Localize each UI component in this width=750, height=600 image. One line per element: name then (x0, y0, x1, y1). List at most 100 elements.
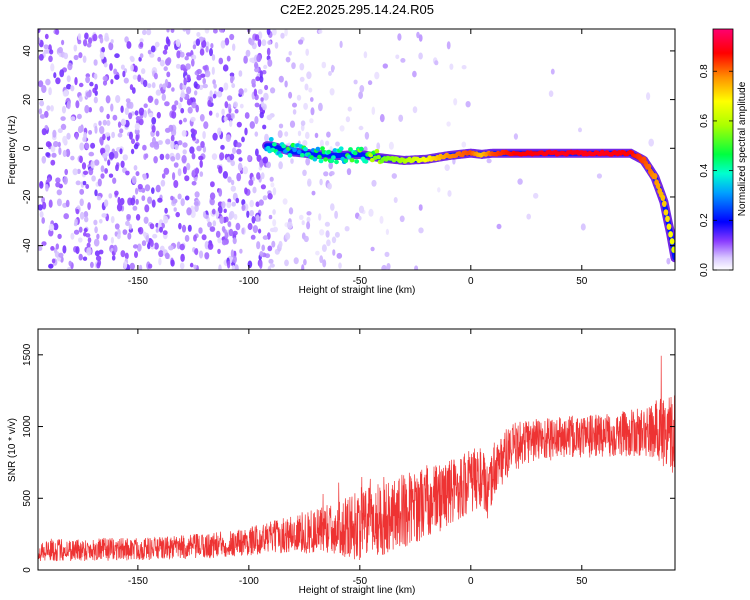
noise-blob (96, 233, 100, 240)
noise-blob (223, 116, 228, 122)
noise-blob (193, 264, 197, 270)
noise-blob (298, 39, 304, 45)
noise-blob (53, 141, 59, 148)
noise-blob (272, 209, 276, 215)
noise-blob (86, 43, 92, 48)
noise-blob (66, 75, 71, 83)
noise-blob (344, 226, 350, 232)
noise-blob (212, 132, 218, 141)
noise-blob (42, 201, 47, 210)
noise-blob (67, 62, 73, 71)
noise-blob (376, 142, 381, 150)
noise-blob (83, 132, 87, 140)
noise-blob (195, 38, 201, 46)
ridge-point (354, 159, 360, 164)
noise-blob (130, 64, 134, 72)
noise-blob (308, 87, 313, 93)
noise-blob (106, 120, 111, 126)
noise-blob (85, 91, 92, 98)
noise-blob (418, 52, 423, 60)
noise-blob (388, 141, 394, 150)
noise-blob (359, 85, 365, 93)
noise-blob (399, 215, 405, 223)
noise-blob (101, 46, 105, 53)
x-tick-label: 50 (576, 576, 588, 587)
noise-blob (226, 95, 233, 101)
noise-blob (116, 203, 123, 212)
noise-blob (94, 125, 98, 134)
noise-blob (92, 33, 98, 42)
ridge-point (338, 146, 344, 151)
noise-blob (55, 243, 59, 250)
noise-blob (73, 54, 79, 61)
noise-blob (305, 48, 310, 56)
noise-blob (72, 168, 78, 176)
noise-blob (190, 210, 196, 219)
noise-blob (90, 160, 95, 169)
noise-blob (303, 102, 308, 110)
noise-blob (126, 214, 131, 220)
noise-blob (99, 219, 103, 224)
noise-blob (230, 160, 235, 167)
noise-blob (292, 109, 297, 115)
noise-blob (63, 52, 69, 60)
noise-blob (278, 123, 284, 129)
noise-blob (88, 37, 93, 45)
noise-blob (104, 132, 111, 137)
noise-blob (183, 117, 187, 123)
noise-blob (202, 65, 208, 71)
noise-blob (256, 54, 262, 63)
noise-blob (170, 141, 175, 150)
y-tick-label: -20 (22, 189, 33, 204)
noise-blob (119, 148, 123, 155)
noise-blob (222, 64, 229, 72)
noise-blob (135, 198, 139, 205)
noise-blob (247, 222, 253, 231)
noise-blob (260, 172, 265, 180)
noise-blob (234, 108, 239, 114)
noise-blob (137, 183, 143, 190)
noise-blob (99, 36, 104, 44)
noise-blob (385, 228, 389, 235)
noise-blob (93, 96, 98, 104)
noise-blob (232, 147, 237, 154)
noise-blob (218, 29, 225, 33)
noise-blob (151, 82, 156, 89)
noise-blob (162, 49, 168, 55)
noise-blob (180, 198, 185, 207)
noise-blob (162, 230, 168, 236)
noise-blob (39, 100, 45, 107)
noise-blob (45, 141, 52, 148)
noise-blob (285, 56, 291, 63)
noise-blob (77, 39, 82, 45)
noise-blob (107, 159, 111, 166)
ridge-point (669, 238, 675, 245)
noise-blob (398, 114, 404, 123)
noise-blob (38, 204, 43, 211)
noise-blob (152, 233, 158, 239)
noise-blob (374, 71, 380, 80)
noise-blob (191, 54, 197, 60)
noise-blob (191, 58, 195, 67)
noise-blob (163, 66, 168, 72)
noise-blob (170, 29, 175, 33)
noise-blob (94, 226, 98, 234)
noise-blob (62, 90, 69, 97)
noise-blob (379, 114, 385, 123)
noise-blob (168, 124, 174, 132)
noise-blob (239, 103, 244, 109)
noise-blob (158, 257, 162, 266)
noise-blob (187, 106, 193, 114)
noise-blob (260, 97, 264, 102)
noise-blob (209, 192, 216, 200)
noise-blob (517, 178, 523, 185)
noise-blob (88, 168, 94, 176)
noise-blob (259, 260, 263, 269)
noise-blob (142, 144, 147, 151)
noise-blob (189, 146, 195, 154)
noise-blob (292, 102, 297, 108)
noise-blob (270, 87, 276, 94)
noise-blob (83, 211, 89, 218)
noise-blob (79, 211, 85, 220)
noise-blob (211, 208, 216, 215)
